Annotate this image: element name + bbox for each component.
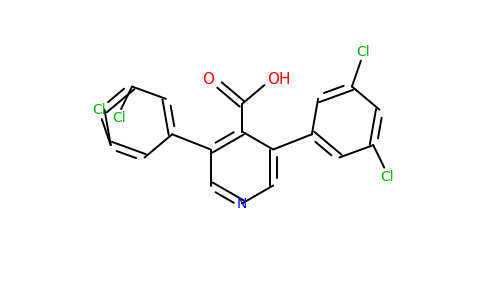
Text: Cl: Cl: [380, 169, 393, 184]
Text: N: N: [237, 197, 247, 212]
Text: Cl: Cl: [112, 111, 125, 125]
Text: OH: OH: [267, 71, 290, 86]
Text: Cl: Cl: [92, 103, 106, 117]
Text: Cl: Cl: [357, 44, 370, 58]
Text: O: O: [202, 71, 214, 86]
